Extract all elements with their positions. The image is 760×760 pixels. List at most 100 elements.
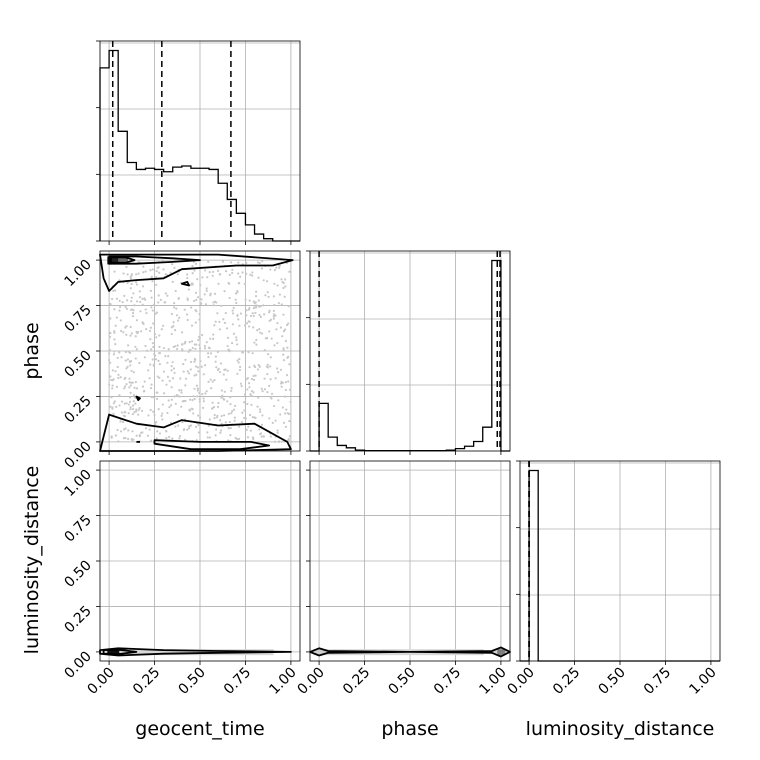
joint-geocent-time-phase-point xyxy=(208,418,211,421)
joint-geocent-time-phase-point xyxy=(111,387,114,390)
joint-geocent-time-phase-point xyxy=(122,414,126,417)
joint-geocent-time-phase-point xyxy=(128,396,132,399)
joint-geocent-time-phase-point xyxy=(282,313,285,316)
hist-geocent-time-bar xyxy=(218,183,227,241)
joint-geocent-time-phase-point xyxy=(125,325,128,328)
joint-geocent-time-phase-panel: 0.00 0.25 0.50 0.75 1.00 xyxy=(61,250,301,472)
joint-geocent-time-phase-point xyxy=(157,301,160,304)
joint-geocent-time-phase-point xyxy=(263,388,267,391)
joint-geocent-time-phase-point xyxy=(275,266,278,269)
joint-geocent-time-phase-point xyxy=(248,386,251,389)
joint-geocent-time-phase-point xyxy=(260,387,263,390)
joint-geocent-time-phase-point xyxy=(149,386,153,390)
joint-geocent-time-phase-point xyxy=(249,273,252,276)
joint-geocent-time-phase-point xyxy=(134,345,137,348)
joint-geocent-time-phase-point xyxy=(148,377,151,380)
joint-geocent-time-phase-point xyxy=(177,424,180,427)
joint-geocent-time-phase-point xyxy=(133,386,136,390)
joint-geocent-time-luminosity-distance-ytick-label: 0.75 xyxy=(61,512,94,545)
joint-geocent-time-phase-point xyxy=(278,264,281,267)
joint-geocent-time-phase-point xyxy=(129,334,132,337)
joint-geocent-time-phase-point xyxy=(237,272,240,275)
joint-geocent-time-phase-point xyxy=(288,270,291,273)
joint-geocent-time-luminosity-distance-ytick-label: 1.00 xyxy=(61,467,94,500)
joint-geocent-time-phase-point xyxy=(109,302,112,306)
joint-geocent-time-phase-point xyxy=(150,396,153,399)
joint-geocent-time-phase-point xyxy=(276,341,279,345)
joint-geocent-time-phase-point xyxy=(200,298,203,301)
joint-geocent-time-phase-point xyxy=(175,307,178,310)
joint-geocent-time-phase-point xyxy=(155,437,158,440)
joint-geocent-time-phase-point xyxy=(247,320,250,323)
joint-geocent-time-phase-point xyxy=(284,278,287,281)
joint-geocent-time-phase-point xyxy=(239,312,243,315)
joint-geocent-time-phase-point xyxy=(152,322,155,325)
joint-geocent-time-phase-point xyxy=(213,413,216,417)
joint-geocent-time-luminosity-distance-panel: 0.00 0.25 0.50 0.75 1.00 0.00 0.25 0.50 0.75 1.00 xyxy=(61,460,301,698)
joint-geocent-time-phase-point xyxy=(127,350,130,353)
joint-geocent-time-phase-point xyxy=(252,374,255,378)
joint-geocent-time-phase-point xyxy=(119,305,122,309)
joint-geocent-time-phase-point xyxy=(276,431,279,434)
joint-geocent-time-phase-point xyxy=(149,408,152,412)
joint-geocent-time-phase-point xyxy=(273,344,276,347)
hist-luminosity-distance-xtick-label: 0.25 xyxy=(550,665,583,698)
joint-geocent-time-phase-point xyxy=(238,324,241,327)
hist-geocent-time-bar xyxy=(227,199,236,241)
joint-geocent-time-phase-point xyxy=(282,348,285,351)
joint-geocent-time-phase-point xyxy=(256,261,260,264)
joint-geocent-time-phase-point xyxy=(135,273,138,276)
joint-geocent-time-phase-point xyxy=(252,326,255,329)
joint-geocent-time-phase-point xyxy=(194,347,197,350)
joint-geocent-time-phase-point xyxy=(178,437,181,440)
joint-geocent-time-phase-point xyxy=(214,355,218,358)
hist-geocent-time-step xyxy=(99,49,300,242)
joint-geocent-time-phase-point xyxy=(174,425,177,428)
joint-geocent-time-phase-point xyxy=(145,328,148,331)
joint-geocent-time-phase-point xyxy=(174,289,177,293)
joint-geocent-time-phase-point xyxy=(134,357,137,360)
joint-geocent-time-phase-point xyxy=(268,330,271,333)
joint-geocent-time-phase-point xyxy=(279,382,283,385)
joint-geocent-time-phase-point xyxy=(243,393,246,396)
joint-geocent-time-phase-point xyxy=(230,387,233,390)
joint-geocent-time-phase-point xyxy=(240,421,244,424)
joint-geocent-time-phase-point xyxy=(112,353,116,356)
joint-geocent-time-phase-point xyxy=(140,330,143,333)
joint-geocent-time-phase-point xyxy=(161,412,164,415)
joint-geocent-time-phase-point xyxy=(217,401,220,405)
joint-geocent-time-phase-point xyxy=(171,361,174,364)
joint-geocent-time-phase-point xyxy=(131,311,135,315)
joint-geocent-time-phase-point xyxy=(111,384,114,387)
hist-luminosity-distance-panel: 0.00 0.25 0.50 0.75 1.00 xyxy=(505,460,721,698)
joint-geocent-time-phase-point xyxy=(281,335,284,338)
joint-geocent-time-phase-point xyxy=(109,317,112,320)
joint-geocent-time-phase-point xyxy=(116,356,119,360)
joint-geocent-time-phase-point xyxy=(236,372,239,375)
joint-geocent-time-phase-point xyxy=(176,394,179,397)
joint-geocent-time-phase-point xyxy=(205,390,208,393)
joint-geocent-time-phase-point xyxy=(196,389,199,392)
joint-geocent-time-phase-point xyxy=(234,298,237,301)
joint-phase-luminosity-distance-xtick-label: 0.00 xyxy=(295,665,328,698)
joint-geocent-time-phase-point xyxy=(156,391,159,394)
joint-geocent-time-phase-point xyxy=(165,383,168,386)
joint-geocent-time-phase-point xyxy=(274,314,277,317)
joint-geocent-time-phase-point xyxy=(176,413,179,416)
joint-geocent-time-phase-point xyxy=(129,364,132,367)
joint-geocent-time-phase-point xyxy=(220,414,223,418)
joint-geocent-time-phase-point xyxy=(157,294,160,297)
joint-geocent-time-phase-point xyxy=(141,385,145,388)
joint-geocent-time-phase-point xyxy=(261,390,264,393)
joint-geocent-time-phase-point xyxy=(170,312,173,316)
joint-geocent-time-phase-point xyxy=(166,361,169,364)
joint-geocent-time-phase-point xyxy=(184,358,187,361)
joint-geocent-time-phase-point xyxy=(109,331,112,335)
joint-geocent-time-phase-point xyxy=(217,282,220,285)
joint-geocent-time-phase-point xyxy=(273,404,276,408)
joint-geocent-time-phase-point xyxy=(189,283,192,286)
joint-geocent-time-phase-point xyxy=(135,300,139,303)
joint-geocent-time-phase-point xyxy=(187,372,191,375)
joint-geocent-time-phase-point xyxy=(149,439,153,442)
joint-geocent-time-phase-point xyxy=(124,305,127,308)
